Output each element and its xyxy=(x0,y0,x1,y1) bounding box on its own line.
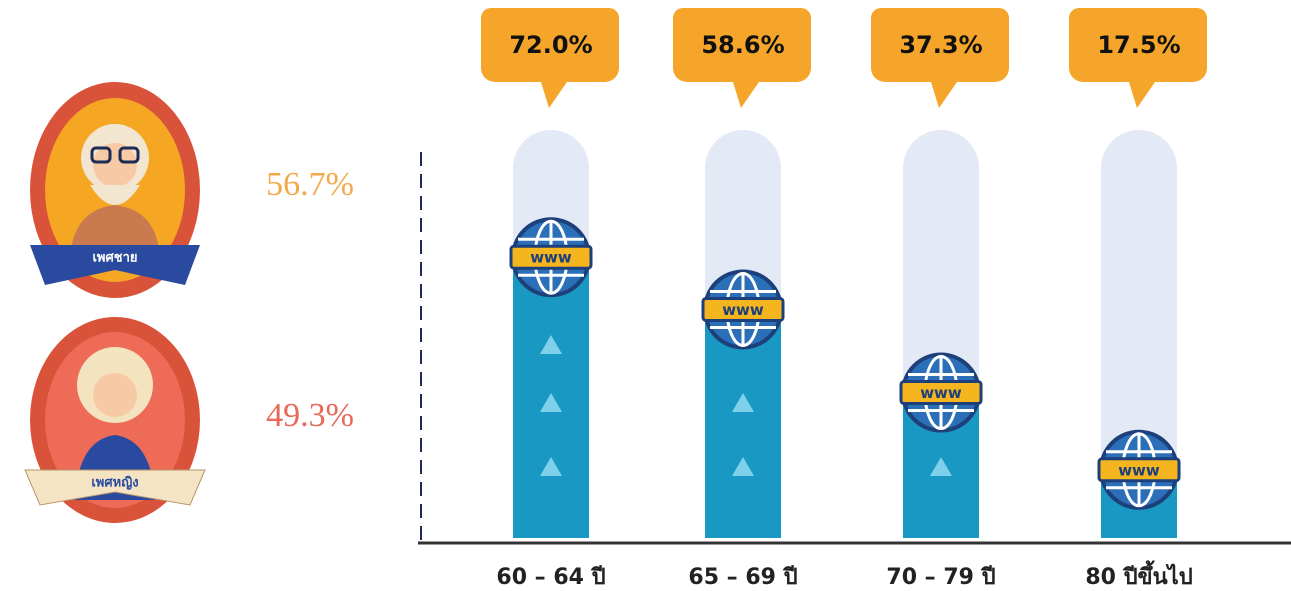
x-tick-label: 65 – 69 ปี xyxy=(688,565,797,590)
bar-triangle xyxy=(930,457,952,476)
male-percent: 56.7% xyxy=(266,166,354,203)
www-text: www xyxy=(920,384,962,402)
bar-triangle xyxy=(732,393,754,412)
globe-icon: www xyxy=(1097,429,1181,510)
globe-icon: www xyxy=(899,352,983,433)
male-portrait: เพศชาย xyxy=(30,82,200,298)
value-bubble xyxy=(1069,8,1207,108)
value-label: 37.3% xyxy=(899,31,982,59)
bar-triangle xyxy=(540,335,562,354)
female-portrait: เพศหญิง xyxy=(24,317,206,523)
www-badge xyxy=(899,380,983,406)
value-bubble xyxy=(481,8,619,108)
x-tick-label: 60 – 64 ปี xyxy=(496,565,605,590)
bar-triangle xyxy=(540,393,562,412)
value-label: 58.6% xyxy=(701,31,784,59)
value-label: 72.0% xyxy=(509,31,592,59)
bar-triangle xyxy=(732,457,754,476)
globe-icon: www xyxy=(701,269,785,350)
www-text: www xyxy=(530,249,572,267)
bar-triangle xyxy=(540,457,562,476)
female-percent: 49.3% xyxy=(266,397,354,434)
value-bubble xyxy=(871,8,1009,108)
x-tick-label: 70 – 79 ปี xyxy=(886,565,995,590)
www-badge xyxy=(1097,457,1181,483)
female-label: เพศหญิง xyxy=(91,476,138,491)
www-badge xyxy=(509,244,593,270)
www-badge xyxy=(701,296,785,322)
www-text: www xyxy=(722,301,764,319)
value-bubble xyxy=(673,8,811,108)
globe-icon: www xyxy=(509,217,593,298)
value-label: 17.5% xyxy=(1097,31,1180,59)
male-label: เพศชาย xyxy=(92,251,137,266)
www-text: www xyxy=(1118,461,1160,479)
x-tick-label: 80 ปีขึ้นไป xyxy=(1085,560,1192,590)
